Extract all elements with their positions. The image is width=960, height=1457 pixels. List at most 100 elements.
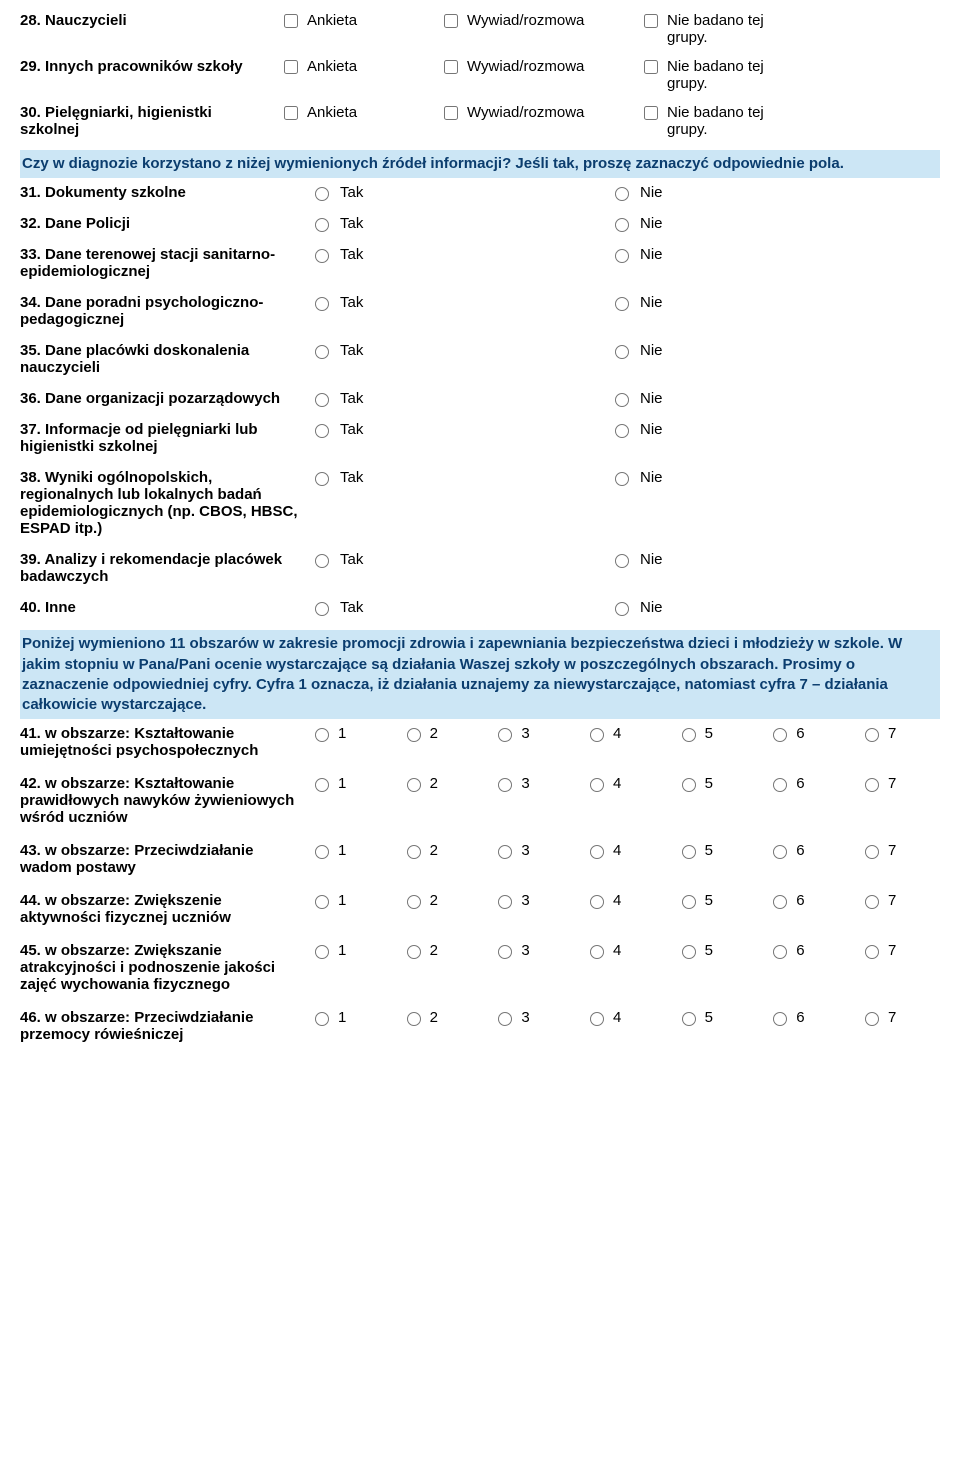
q28-niebadano-option[interactable]: Nie badano tej grupy. bbox=[640, 12, 800, 46]
q30-wywiad-option[interactable]: Wywiad/rozmowa bbox=[440, 104, 600, 138]
q46-opt-1[interactable]: 1 bbox=[310, 1009, 390, 1026]
q46-radio-2[interactable] bbox=[407, 1012, 421, 1026]
q32-nie-option[interactable]: Nie bbox=[610, 215, 663, 232]
q44-radio-5[interactable] bbox=[682, 895, 696, 909]
q32-tak-radio[interactable] bbox=[315, 218, 329, 232]
q41-opt-3[interactable]: 3 bbox=[493, 725, 573, 742]
q41-radio-4[interactable] bbox=[590, 728, 604, 742]
q46-radio-6[interactable] bbox=[773, 1012, 787, 1026]
q34-tak-option[interactable]: Tak bbox=[310, 294, 610, 311]
q45-opt-2[interactable]: 2 bbox=[402, 942, 482, 959]
q36-tak-option[interactable]: Tak bbox=[310, 390, 610, 407]
q45-opt-7[interactable]: 7 bbox=[860, 942, 940, 959]
q42-opt-6[interactable]: 6 bbox=[768, 775, 848, 792]
q43-opt-6[interactable]: 6 bbox=[768, 842, 848, 859]
q41-opt-7[interactable]: 7 bbox=[860, 725, 940, 742]
q45-opt-4[interactable]: 4 bbox=[585, 942, 665, 959]
q37-tak-radio[interactable] bbox=[315, 424, 329, 438]
q44-radio-7[interactable] bbox=[865, 895, 879, 909]
q46-opt-6[interactable]: 6 bbox=[768, 1009, 848, 1026]
q36-nie-option[interactable]: Nie bbox=[610, 390, 663, 407]
q42-radio-2[interactable] bbox=[407, 778, 421, 792]
q42-radio-7[interactable] bbox=[865, 778, 879, 792]
q44-opt-3[interactable]: 3 bbox=[493, 892, 573, 909]
q39-tak-radio[interactable] bbox=[315, 554, 329, 568]
q36-nie-radio[interactable] bbox=[615, 393, 629, 407]
q38-nie-option[interactable]: Nie bbox=[610, 469, 663, 486]
q38-tak-option[interactable]: Tak bbox=[310, 469, 610, 486]
q40-tak-radio[interactable] bbox=[315, 602, 329, 616]
q44-opt-5[interactable]: 5 bbox=[677, 892, 757, 909]
q45-radio-7[interactable] bbox=[865, 945, 879, 959]
q37-nie-option[interactable]: Nie bbox=[610, 421, 663, 438]
q34-nie-radio[interactable] bbox=[615, 297, 629, 311]
q46-opt-7[interactable]: 7 bbox=[860, 1009, 940, 1026]
q28-ankieta-checkbox[interactable] bbox=[284, 14, 298, 28]
q28-wywiad-option[interactable]: Wywiad/rozmowa bbox=[440, 12, 600, 46]
q35-nie-option[interactable]: Nie bbox=[610, 342, 663, 359]
q41-opt-2[interactable]: 2 bbox=[402, 725, 482, 742]
q46-opt-4[interactable]: 4 bbox=[585, 1009, 665, 1026]
q44-radio-1[interactable] bbox=[315, 895, 329, 909]
q34-nie-option[interactable]: Nie bbox=[610, 294, 663, 311]
q35-tak-radio[interactable] bbox=[315, 345, 329, 359]
q45-opt-5[interactable]: 5 bbox=[677, 942, 757, 959]
q43-radio-4[interactable] bbox=[590, 845, 604, 859]
q45-radio-3[interactable] bbox=[498, 945, 512, 959]
q28-wywiad-checkbox[interactable] bbox=[444, 14, 458, 28]
q45-opt-1[interactable]: 1 bbox=[310, 942, 390, 959]
q43-opt-4[interactable]: 4 bbox=[585, 842, 665, 859]
q34-tak-radio[interactable] bbox=[315, 297, 329, 311]
q44-radio-3[interactable] bbox=[498, 895, 512, 909]
q31-nie-option[interactable]: Nie bbox=[610, 184, 663, 201]
q46-radio-3[interactable] bbox=[498, 1012, 512, 1026]
q43-opt-5[interactable]: 5 bbox=[677, 842, 757, 859]
q40-nie-option[interactable]: Nie bbox=[610, 599, 663, 616]
q39-tak-option[interactable]: Tak bbox=[310, 551, 610, 568]
q44-radio-2[interactable] bbox=[407, 895, 421, 909]
q42-radio-5[interactable] bbox=[682, 778, 696, 792]
q42-radio-6[interactable] bbox=[773, 778, 787, 792]
q38-tak-radio[interactable] bbox=[315, 472, 329, 486]
q42-opt-5[interactable]: 5 bbox=[677, 775, 757, 792]
q41-radio-5[interactable] bbox=[682, 728, 696, 742]
q37-tak-option[interactable]: Tak bbox=[310, 421, 610, 438]
q43-radio-7[interactable] bbox=[865, 845, 879, 859]
q41-radio-2[interactable] bbox=[407, 728, 421, 742]
q43-radio-3[interactable] bbox=[498, 845, 512, 859]
q32-nie-radio[interactable] bbox=[615, 218, 629, 232]
q42-radio-4[interactable] bbox=[590, 778, 604, 792]
q44-radio-4[interactable] bbox=[590, 895, 604, 909]
q31-tak-radio[interactable] bbox=[315, 187, 329, 201]
q29-ankieta-option[interactable]: Ankieta bbox=[280, 58, 400, 92]
q43-opt-7[interactable]: 7 bbox=[860, 842, 940, 859]
q41-opt-4[interactable]: 4 bbox=[585, 725, 665, 742]
q44-opt-2[interactable]: 2 bbox=[402, 892, 482, 909]
q39-nie-option[interactable]: Nie bbox=[610, 551, 663, 568]
q29-wywiad-option[interactable]: Wywiad/rozmowa bbox=[440, 58, 600, 92]
q46-radio-7[interactable] bbox=[865, 1012, 879, 1026]
q46-opt-2[interactable]: 2 bbox=[402, 1009, 482, 1026]
q44-radio-6[interactable] bbox=[773, 895, 787, 909]
q33-nie-radio[interactable] bbox=[615, 249, 629, 263]
q35-tak-option[interactable]: Tak bbox=[310, 342, 610, 359]
q33-nie-option[interactable]: Nie bbox=[610, 246, 663, 263]
q44-opt-7[interactable]: 7 bbox=[860, 892, 940, 909]
q45-radio-5[interactable] bbox=[682, 945, 696, 959]
q45-radio-1[interactable] bbox=[315, 945, 329, 959]
q30-ankieta-checkbox[interactable] bbox=[284, 106, 298, 120]
q40-nie-radio[interactable] bbox=[615, 602, 629, 616]
q30-niebadano-checkbox[interactable] bbox=[644, 106, 658, 120]
q43-radio-1[interactable] bbox=[315, 845, 329, 859]
q46-radio-5[interactable] bbox=[682, 1012, 696, 1026]
q39-nie-radio[interactable] bbox=[615, 554, 629, 568]
q43-radio-5[interactable] bbox=[682, 845, 696, 859]
q42-opt-7[interactable]: 7 bbox=[860, 775, 940, 792]
q46-opt-5[interactable]: 5 bbox=[677, 1009, 757, 1026]
q30-wywiad-checkbox[interactable] bbox=[444, 106, 458, 120]
q31-tak-option[interactable]: Tak bbox=[310, 184, 610, 201]
q33-tak-option[interactable]: Tak bbox=[310, 246, 610, 263]
q41-opt-5[interactable]: 5 bbox=[677, 725, 757, 742]
q41-opt-1[interactable]: 1 bbox=[310, 725, 390, 742]
q32-tak-option[interactable]: Tak bbox=[310, 215, 610, 232]
